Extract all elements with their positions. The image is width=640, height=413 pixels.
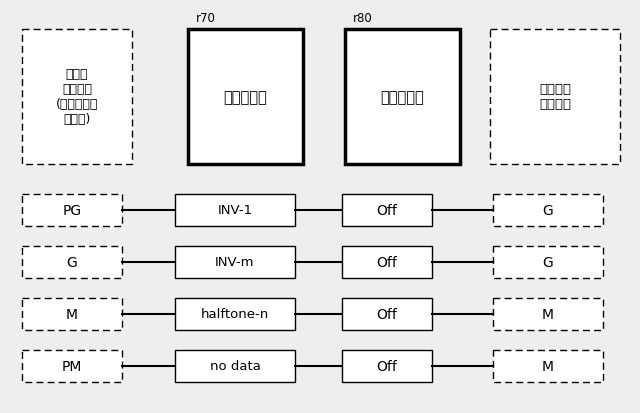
Bar — [22, 350, 122, 382]
Bar — [175, 350, 295, 382]
Text: INV-m: INV-m — [215, 256, 255, 269]
Bar — [22, 247, 122, 278]
Text: G: G — [543, 204, 554, 218]
Bar — [345, 30, 460, 165]
Text: プリンタ機: プリンタ機 — [223, 90, 268, 105]
Bar — [493, 195, 603, 226]
Text: グロッサー: グロッサー — [381, 90, 424, 105]
Text: M: M — [542, 359, 554, 373]
Bar — [175, 247, 295, 278]
Text: r80: r80 — [353, 12, 372, 25]
Text: no data: no data — [209, 360, 260, 373]
Bar — [342, 350, 432, 382]
Bar — [493, 298, 603, 330]
Text: M: M — [66, 307, 78, 321]
Text: INV-1: INV-1 — [218, 204, 253, 217]
Bar — [342, 195, 432, 226]
Bar — [22, 30, 132, 165]
Text: M: M — [542, 307, 554, 321]
Bar — [22, 195, 122, 226]
Text: PM: PM — [62, 359, 82, 373]
Bar — [175, 298, 295, 330]
Text: r70: r70 — [196, 12, 216, 25]
Text: G: G — [67, 255, 77, 269]
Text: Off: Off — [376, 307, 397, 321]
Bar — [490, 30, 620, 165]
Bar — [188, 30, 303, 165]
Bar — [22, 298, 122, 330]
Bar — [493, 350, 603, 382]
Text: Off: Off — [376, 204, 397, 218]
Text: 得られる
表面効果: 得られる 表面効果 — [539, 83, 571, 111]
Bar — [342, 247, 432, 278]
Text: Off: Off — [376, 255, 397, 269]
Text: G: G — [543, 255, 554, 269]
Bar — [175, 195, 295, 226]
Text: halftone-n: halftone-n — [201, 308, 269, 321]
Bar — [493, 247, 603, 278]
Bar — [342, 298, 432, 330]
Text: PG: PG — [63, 204, 81, 218]
Text: 指定の
表面効果
(光沢制御版
データ): 指定の 表面効果 (光沢制御版 データ) — [56, 68, 98, 126]
Text: Off: Off — [376, 359, 397, 373]
